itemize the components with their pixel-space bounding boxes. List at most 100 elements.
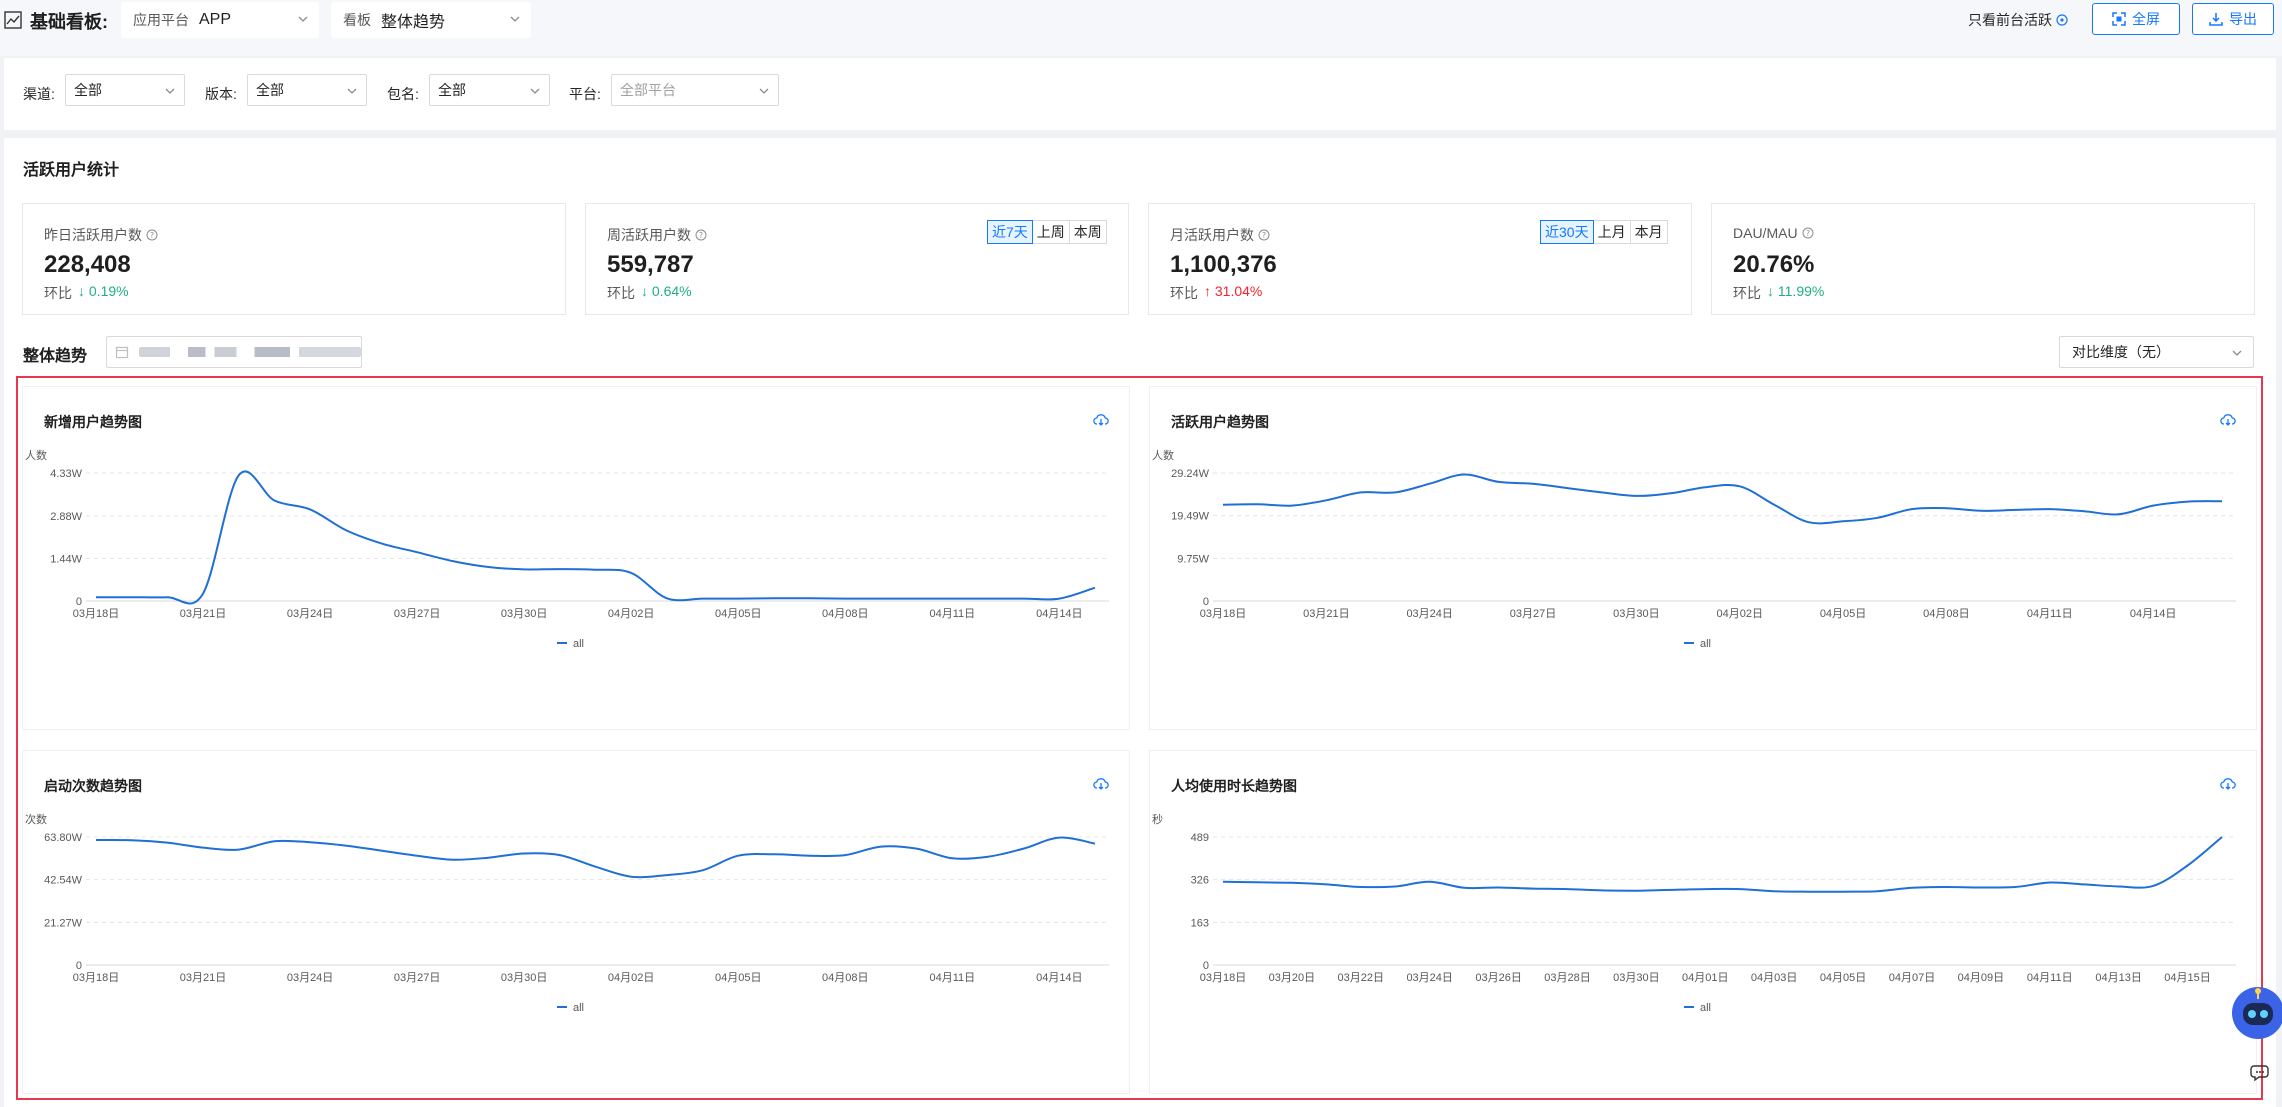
platform-select[interactable]: 全部平台 xyxy=(611,74,779,106)
chevron-down-icon xyxy=(510,16,520,22)
date-range-picker[interactable] xyxy=(106,336,362,368)
legend-label: all xyxy=(1700,638,1711,650)
y-tick-label: 19.49W xyxy=(1171,511,1210,523)
y-axis-label: 人数 xyxy=(25,449,47,462)
svg-text:?: ? xyxy=(1805,229,1809,238)
stat-value: 20.76% xyxy=(1733,251,1815,278)
assistant-robot-icon[interactable] xyxy=(2230,985,2282,1041)
x-tick-label: 04月02日 xyxy=(608,608,654,620)
x-tick-label: 03月18日 xyxy=(1200,608,1246,620)
app-platform-select[interactable]: 应用平台 APP xyxy=(121,2,319,38)
x-tick-label: 04月02日 xyxy=(608,972,654,984)
chart-title: 人均使用时长趋势图 xyxy=(1171,778,1297,794)
help-icon[interactable]: ? xyxy=(1258,229,1270,241)
x-tick-label: 03月30日 xyxy=(1613,608,1659,620)
x-tick-label: 03月24日 xyxy=(287,608,333,620)
svg-text:?: ? xyxy=(150,231,154,240)
compare-dimension-select[interactable]: 对比维度（无） xyxy=(2059,336,2254,368)
chat-icon[interactable] xyxy=(2250,1061,2272,1083)
stat-change-down: ↓ 0.19% xyxy=(78,283,129,299)
x-tick-label: 03月21日 xyxy=(1303,608,1349,620)
only-foreground-toggle[interactable]: 只看前台活跃 xyxy=(1968,10,2068,30)
active-users-chart: 人数 0 9.75W 19.49W 29.24W 03月18日 03月21日 03月24日 03… xyxy=(1152,449,2236,650)
version-select[interactable]: 全部 xyxy=(247,74,367,106)
x-tick-label: 03月30日 xyxy=(1613,972,1659,984)
toggle-last-week[interactable]: 上周 xyxy=(1031,220,1070,244)
platform-label: 平台: xyxy=(569,86,601,102)
y-tick-label: 0 xyxy=(1203,960,1209,972)
help-icon[interactable]: ? xyxy=(1802,227,1814,239)
toggle-this-week[interactable]: 本周 xyxy=(1068,220,1107,244)
x-tick-label: 03月20日 xyxy=(1269,972,1315,984)
legend-label: all xyxy=(573,638,584,650)
active-users-section-title: 活跃用户统计 xyxy=(23,162,120,179)
download-icon xyxy=(2209,13,2223,26)
cloud-download-icon[interactable] xyxy=(1093,412,1109,428)
app-platform-value: APP xyxy=(199,11,232,28)
export-button[interactable]: 导出 xyxy=(2192,3,2274,35)
y-tick-label: 9.75W xyxy=(1177,553,1209,565)
y-tick-label: 2.88W xyxy=(50,511,82,523)
x-tick-label: 04月01日 xyxy=(1682,972,1728,984)
version-value: 全部 xyxy=(256,82,284,98)
board-value: 整体趋势 xyxy=(381,14,446,31)
toggle-this-month[interactable]: 本月 xyxy=(1629,220,1668,244)
x-tick-label: 04月11日 xyxy=(929,972,975,984)
channel-value: 全部 xyxy=(74,82,102,98)
chevron-down-icon xyxy=(759,88,769,94)
y-tick-label: 326 xyxy=(1191,875,1209,887)
new-users-chart: 人数 0 1.44W 2.88W 4.33W 03月18日 03月21日 03月24日 03月2… xyxy=(25,449,1109,650)
board-select[interactable]: 看板 整体趋势 xyxy=(331,2,531,38)
x-tick-label: 04月11日 xyxy=(2027,608,2073,620)
stat-change-down: ↓ 0.64% xyxy=(641,283,692,299)
x-tick-label: 04月15日 xyxy=(2164,972,2210,984)
x-tick-label: 03月27日 xyxy=(394,972,440,984)
cloud-download-icon[interactable] xyxy=(2220,412,2236,428)
x-tick-label: 03月18日 xyxy=(1200,972,1246,984)
chart-card-active-users: 活跃用户趋势图 人数 0 9.75W 19.49W 29.24W 03月18日 03月21日… xyxy=(1149,386,2257,730)
fullscreen-button[interactable]: 全屏 xyxy=(2092,3,2180,35)
stat-change-value: 0.19% xyxy=(88,283,129,299)
toggle-last-30-days[interactable]: 近30天 xyxy=(1540,220,1594,244)
svg-text:?: ? xyxy=(1262,231,1266,240)
help-icon[interactable]: ? xyxy=(695,229,707,241)
channel-label: 渠道: xyxy=(23,86,55,102)
cloud-download-icon[interactable] xyxy=(2220,776,2236,792)
x-tick-label: 03月18日 xyxy=(73,608,119,620)
stat-label-row: 月活跃用户数 ? xyxy=(1170,225,1270,245)
highlight-frame xyxy=(16,376,2263,1100)
stat-change-row: 环比 ↓ 0.19% xyxy=(44,283,129,303)
legend-label: all xyxy=(1700,1002,1711,1014)
stat-label: 昨日活跃用户数 xyxy=(44,227,142,243)
y-tick-label: 42.54W xyxy=(44,875,83,887)
chart-card-launches: 启动次数趋势图 次数 0 21.27W 42.54W 63.80W 03月18日 03月21… xyxy=(22,750,1130,1094)
stat-card-weekly-active: 周活跃用户数 ? 近7天 上周 本周 559,787 环比 ↓ 0.64% xyxy=(585,203,1129,315)
toggle-last-7-days[interactable]: 近7天 xyxy=(987,220,1033,244)
x-tick-label: 04月08日 xyxy=(1923,608,1969,620)
chart-card-new-users: 新增用户趋势图 人数 0 1.44W 2.88W 4.33W 03月18日 03月21日 03… xyxy=(22,386,1130,730)
series-line-all xyxy=(95,836,1096,879)
x-tick-label: 04月14日 xyxy=(1036,972,1082,984)
avg-duration-chart: 秒 0 163 326 489 03月18日 03月20日 03月22日 03月24日 03月26… xyxy=(1152,812,2236,1014)
x-tick-label: 03月24日 xyxy=(287,972,333,984)
y-tick-label: 0 xyxy=(76,960,82,972)
launches-chart: 次数 0 21.27W 42.54W 63.80W 03月18日 03月21日 03月24日 0… xyxy=(25,812,1109,1014)
page-title: 基础看板: xyxy=(30,12,108,32)
cloud-download-icon[interactable] xyxy=(1093,776,1109,792)
chevron-down-icon xyxy=(530,88,540,94)
channel-select[interactable]: 全部 xyxy=(65,74,185,106)
stat-change-value: 0.64% xyxy=(651,283,692,299)
stat-label: 周活跃用户数 xyxy=(607,227,691,243)
help-icon[interactable]: ? xyxy=(146,229,158,241)
x-tick-label: 03月28日 xyxy=(1544,972,1590,984)
info-icon xyxy=(2056,14,2068,26)
export-label: 导出 xyxy=(2229,11,2257,27)
top-bar: 基础看板: 应用平台 APP 看板 整体趋势 只看前台活跃 全屏 导出 xyxy=(0,0,2282,56)
stat-value: 1,100,376 xyxy=(1170,251,1277,278)
only-foreground-label: 只看前台活跃 xyxy=(1968,12,2052,28)
toggle-last-month[interactable]: 上月 xyxy=(1592,220,1631,244)
package-select[interactable]: 全部 xyxy=(429,74,550,106)
x-tick-label: 04月05日 xyxy=(1820,608,1866,620)
filter-bar: 渠道: 全部 版本: 全部 包名: 全部 平台: 全部平台 xyxy=(4,58,2276,130)
x-tick-label: 04月05日 xyxy=(715,972,761,984)
